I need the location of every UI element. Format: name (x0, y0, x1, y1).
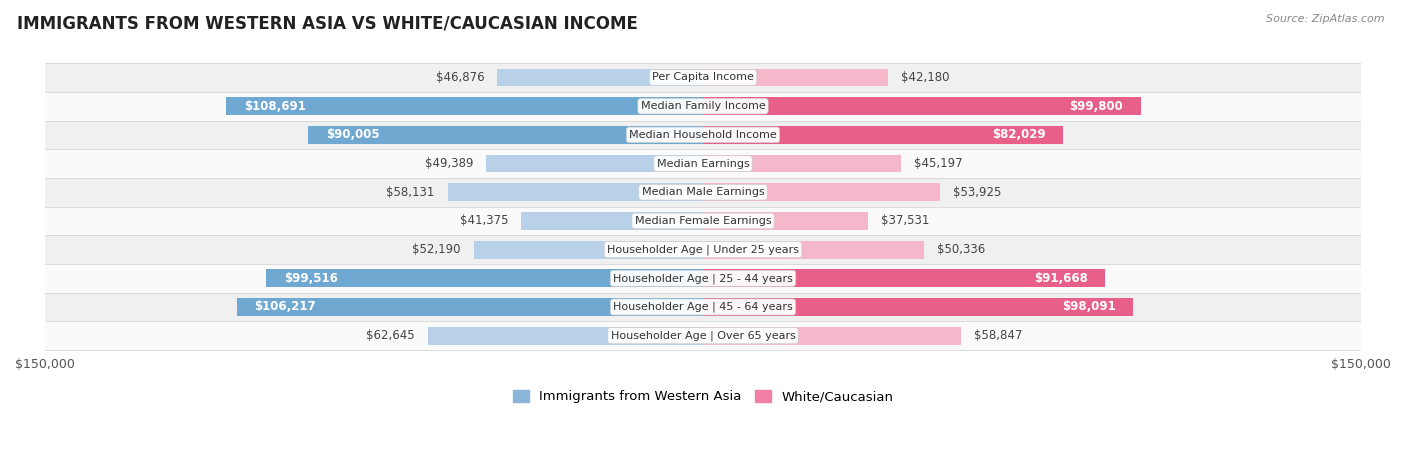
Text: $106,217: $106,217 (254, 300, 316, 313)
Text: Householder Age | Under 25 years: Householder Age | Under 25 years (607, 244, 799, 255)
Bar (703, 327, 962, 345)
Text: Median Female Earnings: Median Female Earnings (634, 216, 772, 226)
Bar (498, 69, 703, 86)
Bar (45, 63, 1361, 92)
Bar (45, 178, 1361, 206)
Text: $91,668: $91,668 (1033, 272, 1088, 285)
Bar (45, 206, 1361, 235)
Bar (266, 269, 703, 287)
Text: $52,190: $52,190 (412, 243, 461, 256)
Text: $58,847: $58,847 (974, 329, 1022, 342)
Text: $37,531: $37,531 (880, 214, 929, 227)
Text: $90,005: $90,005 (326, 128, 380, 142)
Bar (429, 327, 703, 345)
Bar (486, 155, 703, 172)
Bar (703, 241, 924, 259)
Text: $98,091: $98,091 (1062, 300, 1116, 313)
Bar (449, 184, 703, 201)
Bar (703, 269, 1105, 287)
Bar (45, 235, 1361, 264)
Text: $58,131: $58,131 (387, 186, 434, 199)
Text: Source: ZipAtlas.com: Source: ZipAtlas.com (1267, 14, 1385, 24)
Text: IMMIGRANTS FROM WESTERN ASIA VS WHITE/CAUCASIAN INCOME: IMMIGRANTS FROM WESTERN ASIA VS WHITE/CA… (17, 14, 638, 32)
Text: $50,336: $50,336 (936, 243, 986, 256)
Bar (45, 264, 1361, 293)
Bar (474, 241, 703, 259)
Text: Median Male Earnings: Median Male Earnings (641, 187, 765, 197)
Text: $41,375: $41,375 (460, 214, 509, 227)
Bar (238, 298, 703, 316)
Bar (522, 212, 703, 230)
Text: Householder Age | 45 - 64 years: Householder Age | 45 - 64 years (613, 302, 793, 312)
Text: $108,691: $108,691 (243, 99, 305, 113)
Text: $99,516: $99,516 (284, 272, 337, 285)
Bar (308, 126, 703, 144)
Bar (45, 321, 1361, 350)
Bar (45, 120, 1361, 149)
Text: $53,925: $53,925 (953, 186, 1001, 199)
Text: Median Household Income: Median Household Income (628, 130, 778, 140)
Text: $99,800: $99,800 (1070, 99, 1123, 113)
Text: Per Capita Income: Per Capita Income (652, 72, 754, 83)
Text: $49,389: $49,389 (425, 157, 474, 170)
Bar (45, 92, 1361, 120)
Text: Median Family Income: Median Family Income (641, 101, 765, 111)
Text: $45,197: $45,197 (914, 157, 963, 170)
Text: $82,029: $82,029 (991, 128, 1045, 142)
Bar (45, 149, 1361, 178)
Bar (703, 212, 868, 230)
Bar (703, 184, 939, 201)
Bar (703, 69, 889, 86)
Text: Householder Age | Over 65 years: Householder Age | Over 65 years (610, 331, 796, 341)
Text: $62,645: $62,645 (367, 329, 415, 342)
Bar (703, 126, 1063, 144)
Bar (226, 97, 703, 115)
Text: $42,180: $42,180 (901, 71, 949, 84)
Text: $46,876: $46,876 (436, 71, 484, 84)
Bar (703, 298, 1133, 316)
Bar (45, 293, 1361, 321)
Text: Householder Age | 25 - 44 years: Householder Age | 25 - 44 years (613, 273, 793, 283)
Text: Median Earnings: Median Earnings (657, 159, 749, 169)
Legend: Immigrants from Western Asia, White/Caucasian: Immigrants from Western Asia, White/Cauc… (508, 385, 898, 409)
Bar (703, 155, 901, 172)
Bar (703, 97, 1140, 115)
